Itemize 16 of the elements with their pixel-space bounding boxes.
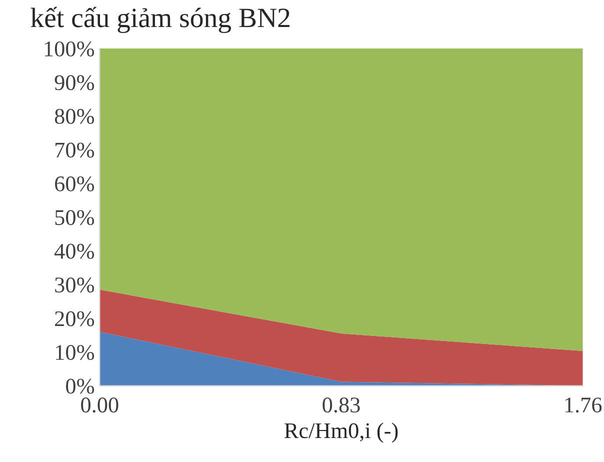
x-axis-title: Rc/Hm0,i (-) bbox=[284, 422, 398, 443]
y-tick-label: 70% bbox=[56, 142, 94, 158]
x-tick-label: 0.83 bbox=[322, 398, 360, 413]
x-tick-label: 0.00 bbox=[81, 398, 118, 413]
y-tick-label: 80% bbox=[54, 108, 94, 124]
y-tick-label: 60% bbox=[55, 176, 94, 192]
y-tick-label: 40% bbox=[54, 244, 94, 259]
y-tick-label: 20% bbox=[55, 311, 94, 326]
y-tick-label: 0% bbox=[66, 378, 94, 394]
y-tick-label: 100% bbox=[44, 41, 94, 57]
x-tick-label: 1.76 bbox=[565, 398, 602, 413]
y-tick-label: 50% bbox=[55, 210, 94, 226]
y-tick-label: 30% bbox=[55, 278, 94, 293]
y-tick-label: 90% bbox=[54, 75, 94, 90]
y-tick-label: 10% bbox=[56, 344, 94, 360]
chart-title: kết cấu giảm sóng BN2 bbox=[30, 6, 290, 34]
